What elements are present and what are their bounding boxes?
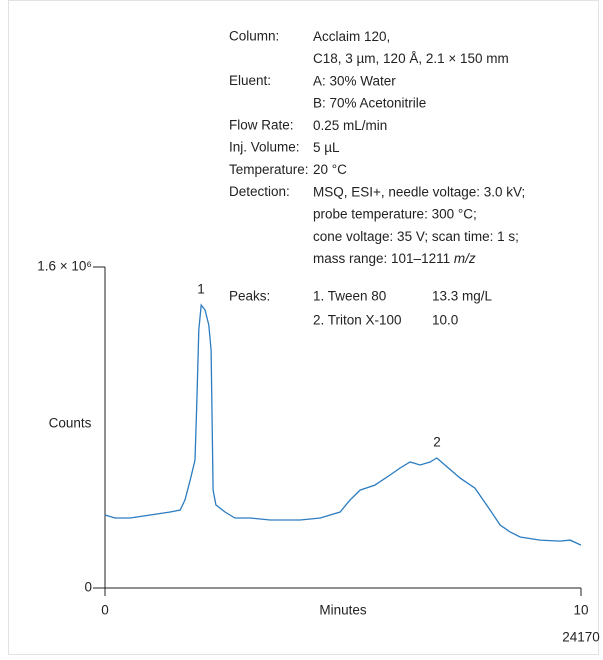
condition-value: cone voltage: 35 V; scan time: 1 s; (313, 228, 519, 243)
condition-text: 0.25 mL/min (313, 117, 387, 132)
condition-text: 20 °C (313, 162, 347, 177)
condition-value: probe temperature: 300 °C; (313, 206, 477, 221)
condition-text: Acclaim 120, (313, 29, 390, 44)
peak-label: 1 (197, 282, 205, 297)
condition-text: cone voltage: 35 V; scan time: 1 s; (313, 228, 519, 243)
condition-value: B: 70% Acetonitrile (313, 95, 426, 110)
condition-label: Detection: (229, 184, 290, 199)
x-axis-label: Minutes (319, 603, 367, 618)
condition-text: C18, 3 µm, 120 Å, 2.1 × 150 mm (313, 51, 509, 66)
condition-text: mass range: 101–1211 (313, 251, 454, 266)
condition-label: Flow Rate: (229, 117, 294, 132)
condition-label: Column: (229, 29, 279, 44)
y-axis-label: Counts (49, 416, 92, 431)
condition-text: probe temperature: 300 °C; (313, 206, 477, 221)
condition-label: Eluent: (229, 73, 271, 88)
unit: m/z (454, 251, 476, 266)
x-tick-label: 10 (573, 603, 588, 618)
condition-text: A: 30% Water (313, 73, 396, 88)
condition-text: B: 70% Acetonitrile (313, 95, 426, 110)
condition-value: 5 µL (313, 140, 340, 155)
peaks-label: Peaks: (229, 289, 270, 304)
condition-value: C18, 3 µm, 120 Å, 2.1 × 150 mm (313, 51, 509, 66)
condition-value: 20 °C (313, 162, 347, 177)
figure-id: 24170 (562, 630, 600, 645)
condition-value: MSQ, ESI+, needle voltage: 3.0 kV; (313, 184, 525, 199)
condition-value: mass range: 101–1211 m/z (313, 251, 476, 266)
peak-amount: 13.3 mg/L (432, 289, 493, 304)
peak-name: 1. Tween 80 (313, 289, 386, 304)
peak-label: 2 (433, 435, 441, 450)
condition-text: MSQ, ESI+, needle voltage: 3.0 kV; (313, 184, 525, 199)
condition-value: A: 30% Water (313, 73, 396, 88)
y-tick-label: 0 (84, 580, 92, 595)
condition-value: Acclaim 120, (313, 29, 390, 44)
trace (104, 303, 582, 546)
condition-label: Temperature: (229, 162, 309, 177)
y-tick-label: 1.6 × 10⁶ (37, 259, 92, 274)
x-tick-label: 0 (101, 603, 109, 618)
frame (8, 0, 599, 655)
peak-name: 2. Triton X-100 (313, 313, 402, 328)
condition-value: 0.25 mL/min (313, 117, 387, 132)
condition-text: 5 µL (313, 140, 340, 155)
peak-amount: 10.0 (432, 313, 458, 328)
condition-label: Inj. Volume: (229, 140, 300, 155)
